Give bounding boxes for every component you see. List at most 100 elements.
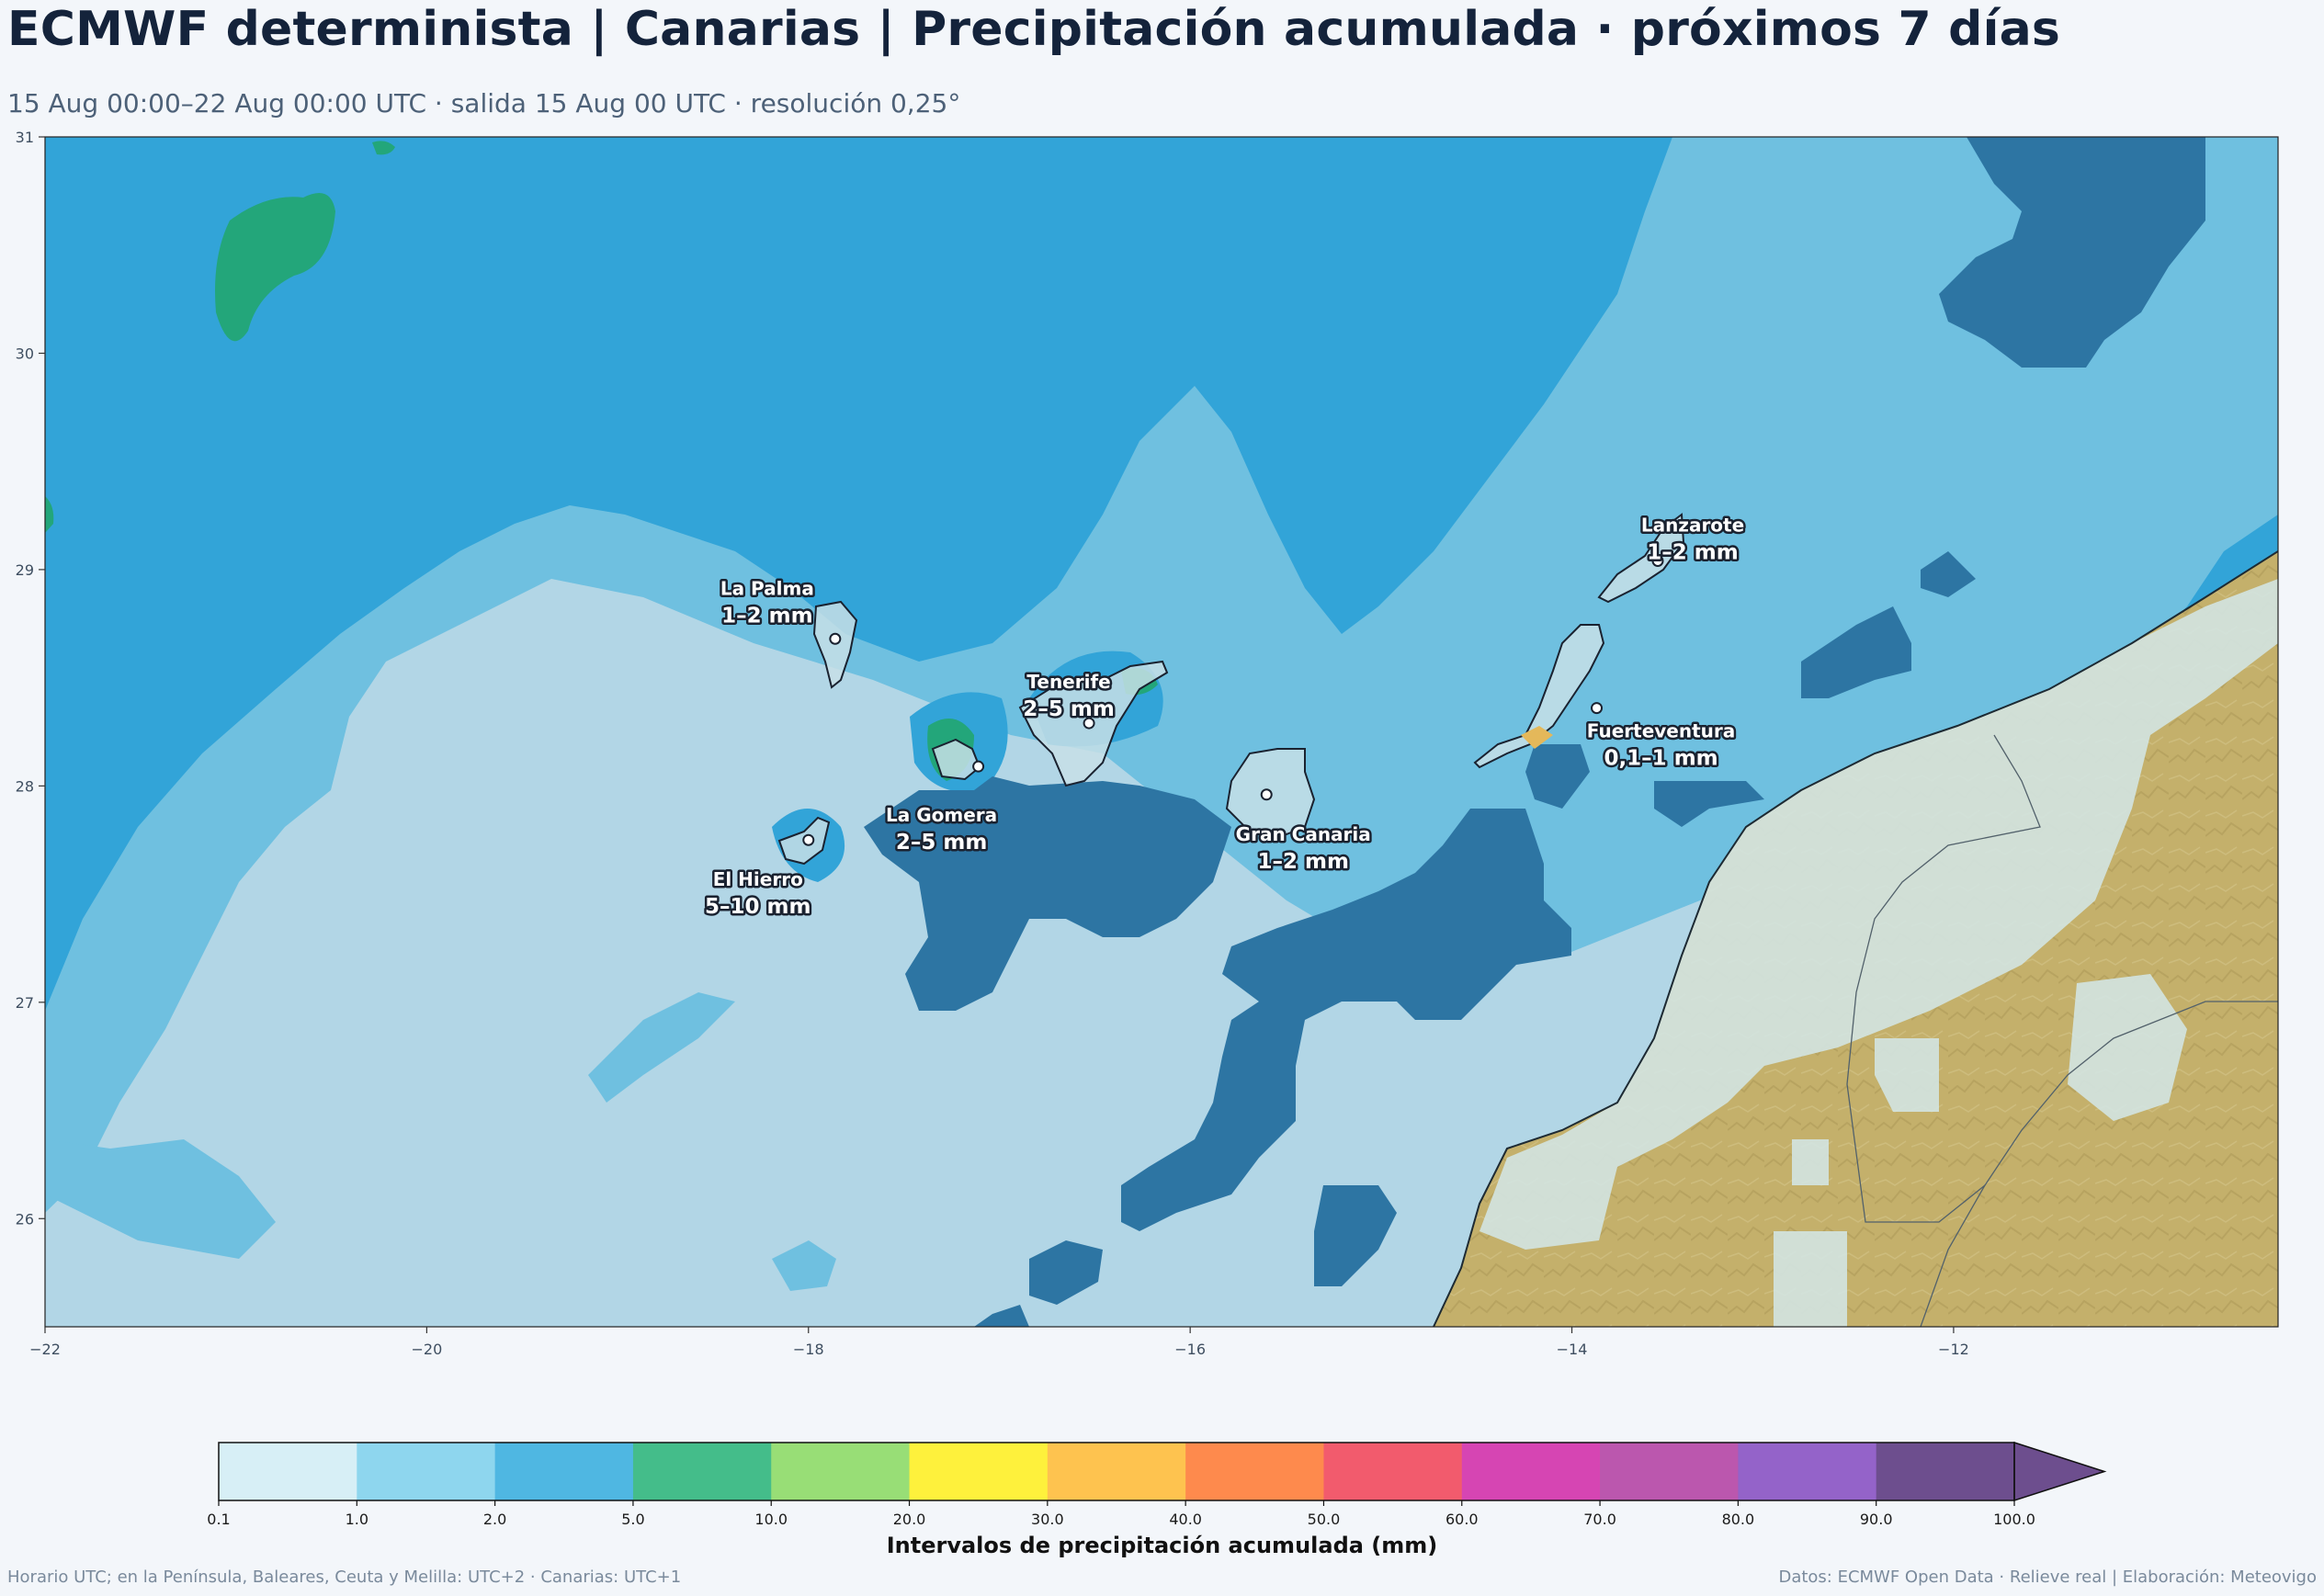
colorbar-tick-label: 20.0 (893, 1511, 926, 1528)
africa-pale-south (1774, 1231, 1847, 1327)
precip-band-dark-central (864, 776, 1231, 1011)
island-name-label: La Gomera (886, 804, 997, 826)
colorbar-swatch (909, 1443, 1049, 1500)
precip-green-small (372, 141, 395, 155)
precip-band-dark-fuerte (1525, 744, 1590, 809)
x-tick-label: −12 (1938, 1341, 1969, 1358)
island-value-label: 0,1–1 mm (1604, 747, 1717, 771)
colorbar-tick-label: 50.0 (1308, 1511, 1341, 1528)
colorbar-swatch (219, 1443, 357, 1500)
colorbar-swatch (632, 1443, 772, 1500)
precip-band-dark-south (1121, 809, 1571, 1231)
page-subtitle: 15 Aug 00:00–22 Aug 00:00 UTC · salida 1… (7, 88, 961, 119)
map-frame (44, 136, 2279, 1328)
x-tick-label: −20 (412, 1341, 443, 1358)
precip-band-dark-ne (1939, 137, 2205, 368)
africa-pale-mid (1792, 1139, 1829, 1185)
y-tick-label: 30 (16, 345, 34, 362)
colorbar-tick-label: 10.0 (754, 1511, 788, 1528)
colorbar-swatch (1876, 1443, 2015, 1500)
city-marker (829, 632, 842, 645)
island-lanzarote (1597, 513, 1685, 604)
colorbar-swatch (494, 1443, 634, 1500)
island-value-label: 1–2 mm (1258, 850, 1349, 874)
colorbar-tick-label: 40.0 (1169, 1511, 1202, 1528)
colorbar-swatch (1047, 1443, 1186, 1500)
africa-pale-west (1875, 1038, 1939, 1112)
island-value-label: 1–2 mm (1647, 540, 1738, 564)
x-axis: −22 −20 −18 −16 −14 −12 (29, 1327, 1969, 1358)
island-name-label: La Palma (720, 577, 814, 599)
city-marker (1591, 702, 1604, 715)
page-title: ECMWF determinista | Canarias | Precipit… (7, 2, 2061, 57)
colorbar-swatch (357, 1443, 496, 1500)
precip-band-dark-east2 (1801, 606, 1911, 698)
city-marker (972, 760, 985, 773)
colorbar-outline (218, 1442, 2015, 1501)
city-marker (1651, 554, 1664, 567)
island-value-label: 2–5 mm (1023, 697, 1114, 721)
city-marker (802, 833, 815, 846)
precip-band-dark-south-small (1029, 1240, 1103, 1305)
x-tick-label: −18 (793, 1341, 824, 1358)
colorbar-tick-label: 5.0 (621, 1511, 644, 1528)
precip-band-dark-east1 (1654, 781, 1764, 827)
y-tick-label: 27 (16, 994, 34, 1012)
fuerte-sand (1521, 726, 1553, 749)
island-name-label: Lanzarote (1641, 514, 1744, 536)
precip-band-light-south (45, 1139, 276, 1259)
colorbar-swatch (1323, 1443, 1463, 1500)
footer-credits: Datos: ECMWF Open Data · Relieve real | … (1778, 1568, 2317, 1587)
precip-band-dark-east3 (1921, 551, 1976, 597)
precip-band-mid (45, 137, 1672, 1011)
x-tick-label: −22 (29, 1341, 61, 1358)
precip-green-north (215, 193, 335, 342)
island-value-label: 2–5 mm (896, 831, 987, 855)
colorbar-tick-label: 100.0 (1993, 1511, 2035, 1528)
colorbar-swatch (771, 1443, 911, 1500)
colorbar-tick-label: 1.0 (346, 1511, 368, 1528)
island-value-label: 5–10 mm (705, 895, 811, 919)
colorbar-title: Intervalos de precipitación acumulada (m… (886, 1533, 1438, 1558)
island-name-label: El Hierro (713, 868, 803, 890)
precip-band-dark-edge (974, 1305, 1029, 1327)
colorbar-tick-label: 0.1 (207, 1511, 230, 1528)
x-tick-label: −14 (1557, 1341, 1588, 1358)
colorbar-swatch (1185, 1443, 1324, 1500)
precip-green-west-edge (45, 496, 54, 533)
colorbar-tick-label: 30.0 (1031, 1511, 1064, 1528)
footer-note: Horario UTC; en la Península, Baleares, … (7, 1568, 682, 1587)
africa-coastline (1433, 550, 2278, 1327)
colorbar-tick-label: 2.0 (483, 1511, 506, 1528)
border-line-1 (1846, 734, 2278, 1223)
precip-band-dark-sw (1314, 1185, 1397, 1286)
map-area[interactable]: La Palma 1–2 mm Tenerife 2–5 mm La Gomera 2–5… (45, 137, 2278, 1327)
city-marker (1083, 717, 1095, 730)
colorbar-extend-arrow (2013, 1441, 2107, 1502)
colorbar: 0.1 1.0 2.0 5.0 10.0 20.0 30.0 40.0 50.0 60.0 70.0… (207, 1441, 2107, 1528)
colorbar-tick-label: 80.0 (1722, 1511, 1755, 1528)
colorbar-tick-label: 70.0 (1583, 1511, 1616, 1528)
colorbar-swatch (1738, 1443, 1877, 1500)
border-line-2 (1920, 1184, 1986, 1327)
island-value-label: 1–2 mm (721, 604, 812, 628)
colorbar-tick-label: 60.0 (1445, 1511, 1479, 1528)
island-name-label: Gran Canaria (1236, 823, 1371, 845)
precip-band-light-west (588, 992, 735, 1103)
city-marker (1260, 788, 1273, 801)
precip-band-light-south-blob (772, 1240, 836, 1291)
island-labels: La Palma 1–2 mm Tenerife 2–5 mm La Gomera 2–5… (703, 512, 1747, 922)
island-name-label: Fuerteventura (1587, 720, 1735, 742)
y-tick-label: 31 (16, 129, 34, 146)
colorbar-swatch (1600, 1443, 1739, 1500)
island-name-label: Tenerife (1026, 671, 1110, 693)
y-axis: 31 30 29 28 27 26 (16, 129, 45, 1228)
y-tick-label: 28 (16, 777, 34, 795)
colorbar-swatch (1461, 1443, 1601, 1500)
y-tick-label: 26 (16, 1210, 34, 1228)
africa-pale-east (2068, 974, 2187, 1121)
colorbar-tick-label: 90.0 (1860, 1511, 1893, 1528)
x-tick-label: −16 (1174, 1341, 1206, 1358)
y-tick-label: 29 (16, 561, 34, 579)
